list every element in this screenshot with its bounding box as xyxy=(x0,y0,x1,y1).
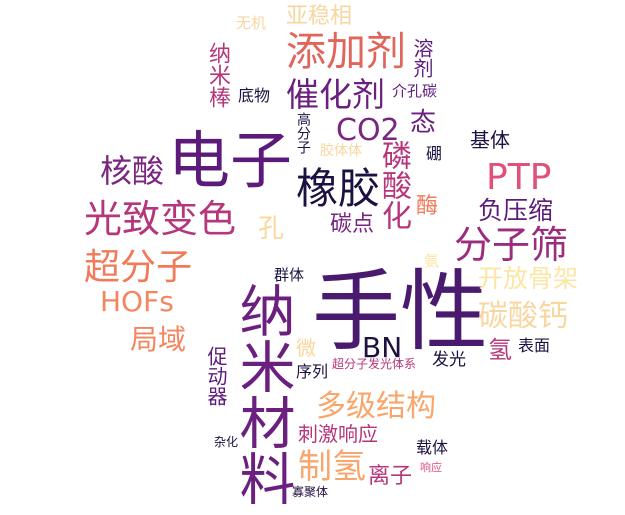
word-nanmibang: 纳米棒 xyxy=(205,42,230,108)
word-diwu: 底物 xyxy=(238,86,271,105)
word-cuihuaji: 催化剂 xyxy=(286,75,385,114)
word-xiangying: 响应 xyxy=(420,461,442,474)
word-jiekongtan: 介孔碳 xyxy=(392,82,438,100)
word-bn: BN xyxy=(362,331,403,364)
word-wei: 微 xyxy=(296,336,316,360)
word-chaofenzi-faguangtixi: 超分子发光体系 xyxy=(332,357,417,371)
word-dianzi: 电子 xyxy=(168,124,293,197)
word-fuyasuo: 负压缩 xyxy=(478,196,554,225)
word-yawenxiang: 亚稳相 xyxy=(286,4,353,29)
word-gaofenzi: 高分子 xyxy=(295,112,311,154)
word-mei: 酶 xyxy=(416,194,439,219)
word-shouxing: 手性 xyxy=(312,260,489,363)
word-jiaotiti: 胶体体 xyxy=(320,143,362,159)
word-kaifanggujia: 开放骨架 xyxy=(478,264,579,293)
word-xulie: 序列 xyxy=(296,362,329,381)
word-tansuangai: 碳酸钙 xyxy=(478,299,568,334)
word-tianjiaji: 添加剂 xyxy=(286,29,406,75)
word-guajuti: 寡聚体 xyxy=(292,485,329,499)
word-chaofenzi: 超分子 xyxy=(84,247,193,288)
word-co2: CO2 xyxy=(336,113,400,148)
word-cijixiangying: 刺激响应 xyxy=(298,422,378,446)
word-zahua: 杂化 xyxy=(214,435,239,449)
word-xiangjiao: 橡胶 xyxy=(296,164,381,213)
word-kong: 孔 xyxy=(258,214,285,244)
word-tai: 态 xyxy=(410,108,437,138)
word-rongji: 溶剂 xyxy=(410,38,434,78)
word-qing: 氢 xyxy=(488,336,512,364)
word-nanomaterial: 纳米材料 xyxy=(230,282,295,506)
word-faguang: 发光 xyxy=(432,350,466,370)
word-linsuanhua: 磷酸化 xyxy=(376,140,411,230)
word-zhiqing: 制氢 xyxy=(298,447,366,487)
word-juyu: 局域 xyxy=(130,323,187,356)
word-guangzhibianse: 光致变色 xyxy=(84,197,237,241)
word-zaiti: 载体 xyxy=(416,438,449,457)
word-lizi: 离子 xyxy=(368,464,413,489)
word-an: 氨 xyxy=(424,252,440,270)
word-hofs: HOFs xyxy=(100,285,174,318)
word-wuji: 无机 xyxy=(236,14,267,32)
word-jiti: 基体 xyxy=(470,128,510,152)
word-tandian: 碳点 xyxy=(330,212,375,237)
word-peng: 硼 xyxy=(426,144,443,163)
word-qunti: 群体 xyxy=(274,266,305,284)
word-hesuan: 核酸 xyxy=(100,152,165,190)
word-fenzishai: 分子筛 xyxy=(454,223,569,267)
word-biaomian: 表面 xyxy=(518,336,551,355)
word-duojijiegou: 多级结构 xyxy=(316,389,436,424)
word-ptp: PTP xyxy=(486,157,552,198)
word-cudongqi: 促动器 xyxy=(204,346,228,406)
